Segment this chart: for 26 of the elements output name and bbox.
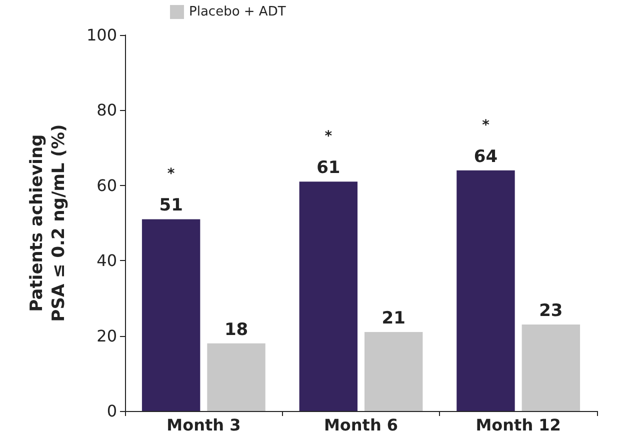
x-tick-label: Month 6 (324, 416, 398, 434)
y-axis-title: Patients achieving PSA ≤ 0.2 ng/mL (%) (27, 124, 69, 322)
y-tick-label: 80 (96, 100, 117, 120)
x-tick-label: Month 3 (166, 416, 241, 434)
data-label: 18 (224, 320, 248, 340)
bar (207, 343, 266, 411)
annotation: * (324, 128, 333, 145)
y-tick-label: 100 (86, 26, 117, 44)
legend-label: Placebo + ADT (189, 4, 286, 20)
data-label: 64 (474, 146, 498, 167)
bar (522, 324, 580, 411)
bar (456, 170, 515, 411)
y-tick-label: 20 (96, 326, 117, 346)
annotation: * (482, 117, 490, 134)
y-tick-label: 40 (96, 251, 117, 270)
data-label: 21 (382, 308, 406, 329)
bar (142, 219, 200, 411)
bar (364, 332, 423, 411)
data-label: 23 (539, 301, 563, 322)
data-label: 61 (316, 158, 340, 178)
data-label: 51 (159, 196, 183, 216)
bar (299, 182, 358, 411)
y-tick-label: 60 (96, 176, 117, 195)
x-tick-label: Month 12 (476, 416, 561, 434)
annotation: * (167, 166, 176, 182)
y-tick-label: 0 (106, 402, 117, 420)
